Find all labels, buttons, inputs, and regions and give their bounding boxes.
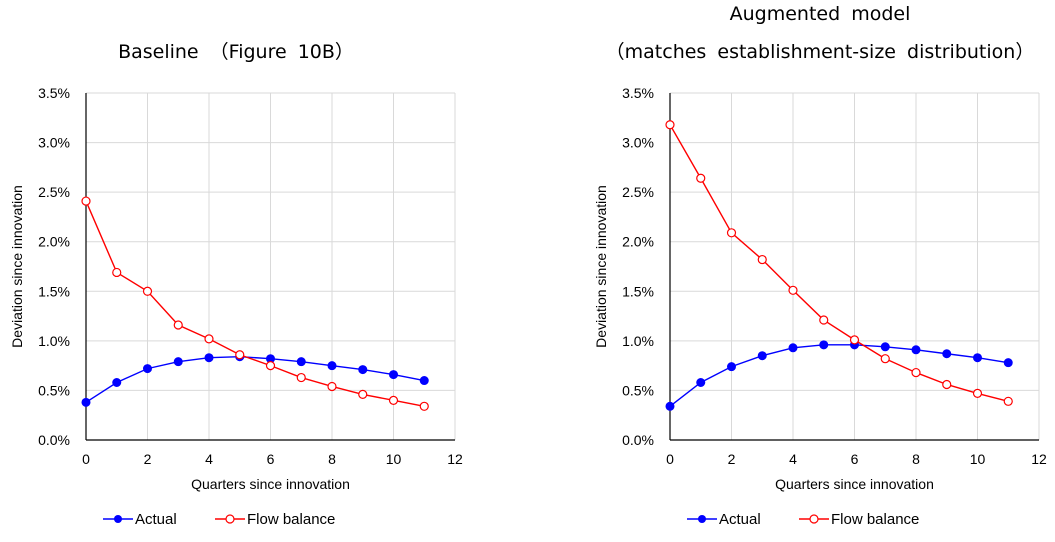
y-tick-label: 3.0% bbox=[38, 135, 70, 151]
data-point bbox=[727, 362, 736, 372]
y-tick-label: 0.5% bbox=[38, 382, 70, 398]
y-tick-label: 3.0% bbox=[622, 135, 654, 151]
y-tick-label: 3.5% bbox=[38, 85, 70, 101]
legend-label-actual: Actual bbox=[135, 511, 177, 528]
legend-label-actual: Actual bbox=[719, 511, 761, 528]
x-tick-label: 2 bbox=[144, 451, 152, 467]
x-axis-label: Quarters since innovation bbox=[191, 476, 350, 492]
data-point bbox=[819, 340, 829, 350]
chart-title: （matches establishment-size distribution… bbox=[606, 41, 1035, 63]
chart-title: Augmented model bbox=[730, 3, 911, 25]
series-line-flow-balance bbox=[85, 200, 425, 407]
y-tick-label: 2.5% bbox=[38, 184, 70, 200]
data-point bbox=[819, 315, 829, 325]
series-line-actual bbox=[669, 344, 1009, 407]
data-point bbox=[358, 365, 368, 375]
data-point bbox=[880, 354, 890, 364]
data-point bbox=[81, 196, 91, 206]
data-point bbox=[296, 357, 306, 367]
data-point bbox=[1003, 358, 1013, 368]
data-point bbox=[112, 267, 122, 278]
x-tick-label: 10 bbox=[970, 451, 986, 467]
data-point bbox=[173, 320, 183, 330]
data-point bbox=[880, 342, 890, 352]
x-tick-label: 4 bbox=[789, 451, 797, 467]
data-point bbox=[665, 120, 675, 130]
y-tick-label: 0.0% bbox=[38, 432, 70, 448]
data-point bbox=[788, 343, 798, 353]
data-point bbox=[726, 228, 737, 238]
y-tick-label: 1.5% bbox=[38, 283, 70, 299]
x-axis-label: Quarters since innovation bbox=[775, 476, 934, 492]
data-point bbox=[358, 389, 368, 399]
data-point bbox=[419, 401, 429, 411]
x-tick-label: 8 bbox=[912, 451, 920, 467]
data-point bbox=[665, 401, 675, 411]
x-tick-label: 12 bbox=[447, 451, 463, 467]
x-tick-label: 0 bbox=[666, 451, 674, 467]
legend-marker-actual bbox=[114, 515, 122, 523]
data-point bbox=[757, 254, 767, 265]
chart-2: Augmented model （matches establishment-si… bbox=[593, 3, 1047, 528]
data-point bbox=[142, 286, 153, 296]
data-point bbox=[696, 377, 706, 387]
y-tick-label: 3.5% bbox=[622, 85, 654, 101]
data-point bbox=[143, 364, 152, 374]
data-point bbox=[942, 379, 952, 390]
data-point bbox=[419, 376, 429, 386]
chart-1: Baseline （Figure 10B） 0.0% 0.5% 1.0% 1.5% 2.0… bbox=[9, 41, 463, 528]
data-point bbox=[204, 353, 214, 363]
x-tick-label: 10 bbox=[386, 451, 402, 467]
y-tick-label: 2.5% bbox=[622, 184, 654, 200]
data-point bbox=[973, 353, 982, 363]
data-point bbox=[942, 349, 952, 359]
data-point bbox=[296, 372, 306, 383]
legend-label-flow-balance: Flow balance bbox=[831, 511, 919, 528]
legend-marker-flow-balance bbox=[225, 514, 235, 524]
x-tick-label: 12 bbox=[1031, 451, 1047, 467]
chart-title: Baseline （Figure 10B） bbox=[118, 41, 354, 63]
x-tick-label: 6 bbox=[267, 451, 275, 467]
data-point bbox=[972, 388, 983, 399]
data-point bbox=[788, 285, 798, 295]
data-point bbox=[327, 361, 337, 371]
data-point bbox=[173, 357, 183, 367]
y-axis-label: Deviation since innovation bbox=[9, 185, 25, 348]
x-tick-label: 4 bbox=[205, 451, 213, 467]
data-point bbox=[81, 397, 91, 407]
data-point bbox=[696, 173, 706, 183]
data-point bbox=[112, 377, 122, 387]
legend-marker-actual bbox=[698, 515, 706, 523]
y-tick-label: 2.0% bbox=[622, 234, 654, 250]
series-line-actual bbox=[85, 356, 425, 403]
y-tick-label: 2.0% bbox=[38, 234, 70, 250]
data-point bbox=[265, 361, 276, 371]
x-tick-label: 2 bbox=[728, 451, 736, 467]
data-point bbox=[389, 370, 398, 380]
data-point bbox=[204, 334, 214, 344]
y-tick-label: 1.0% bbox=[38, 333, 70, 349]
x-tick-label: 6 bbox=[851, 451, 859, 467]
data-point bbox=[327, 381, 337, 392]
data-point bbox=[388, 395, 399, 405]
data-point bbox=[849, 335, 860, 345]
data-point bbox=[911, 345, 921, 355]
legend-label-flow-balance: Flow balance bbox=[247, 511, 335, 528]
y-tick-label: 0.0% bbox=[622, 432, 654, 448]
data-point bbox=[911, 367, 921, 378]
series-line-flow-balance bbox=[669, 124, 1009, 403]
data-point bbox=[757, 351, 767, 361]
y-tick-label: 0.5% bbox=[622, 382, 654, 398]
y-tick-label: 1.0% bbox=[622, 333, 654, 349]
y-axis-label: Deviation since innovation bbox=[593, 185, 609, 348]
x-tick-label: 8 bbox=[328, 451, 336, 467]
data-point bbox=[235, 350, 245, 360]
legend-marker-flow-balance bbox=[809, 514, 819, 524]
data-point bbox=[1003, 396, 1013, 406]
x-tick-label: 0 bbox=[82, 451, 90, 467]
y-tick-label: 1.5% bbox=[622, 283, 654, 299]
